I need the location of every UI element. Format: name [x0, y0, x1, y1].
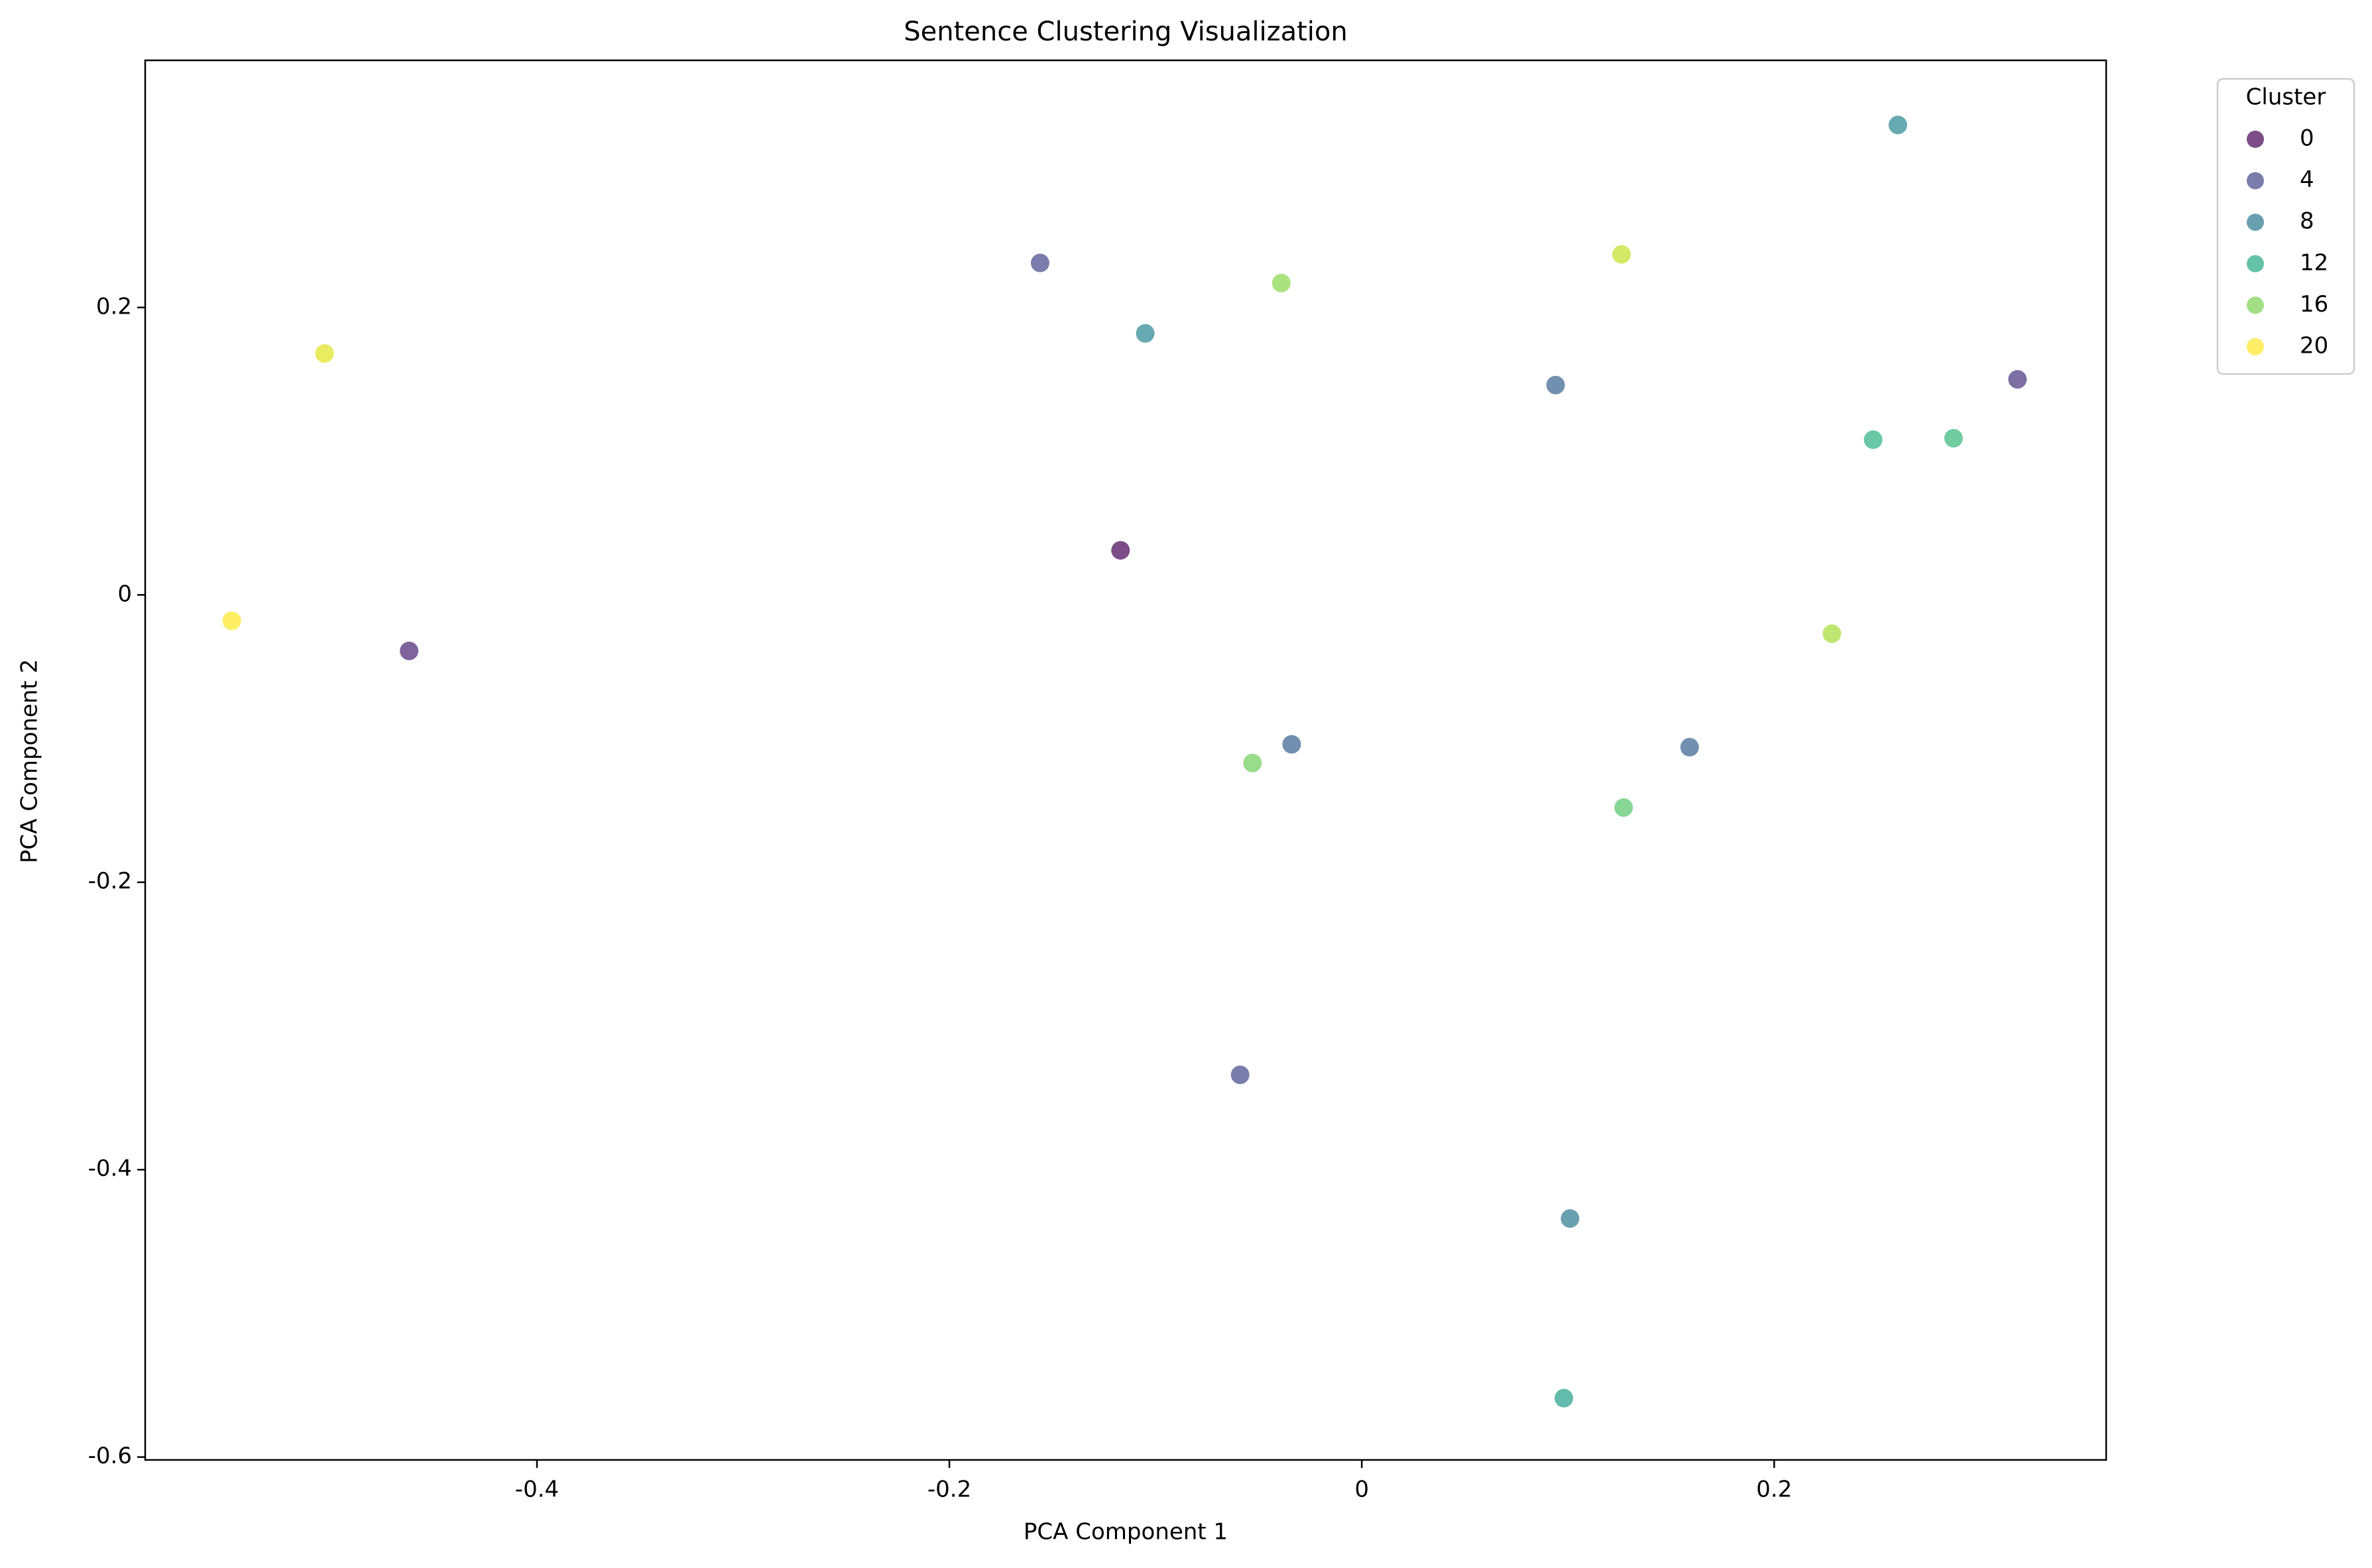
- y-tick-label: -0.4: [88, 1156, 132, 1182]
- point: [1614, 798, 1633, 817]
- legend-label: 16: [2300, 291, 2328, 318]
- legend-label: 0: [2300, 125, 2314, 152]
- point: [400, 641, 419, 660]
- y-axis-label: PCA Component 2: [17, 659, 43, 863]
- legend-marker: [2247, 213, 2264, 231]
- point: [1030, 253, 1049, 272]
- point: [1546, 375, 1565, 394]
- x-axis-label: PCA Component 1: [1024, 1519, 1228, 1545]
- legend-label: 12: [2300, 249, 2328, 276]
- x-tick-label: 0: [1354, 1477, 1369, 1503]
- point: [1272, 273, 1291, 292]
- point: [1136, 324, 1155, 343]
- point: [1822, 624, 1842, 643]
- point: [1680, 737, 1699, 756]
- legend-title: Cluster: [2246, 84, 2326, 111]
- point: [1282, 735, 1301, 754]
- point: [1554, 1388, 1573, 1408]
- y-tick-label: 0: [117, 581, 132, 607]
- point: [1230, 1065, 1250, 1085]
- point: [1111, 541, 1130, 560]
- legend-box: [2216, 78, 2355, 375]
- legend-marker: [2247, 338, 2264, 355]
- point: [1944, 429, 1963, 448]
- x-tick-label: -0.4: [515, 1477, 559, 1503]
- legend-marker: [2247, 131, 2264, 148]
- point: [1561, 1209, 1580, 1228]
- point: [315, 344, 334, 363]
- y-tick-label: -0.2: [88, 868, 132, 894]
- plot-frame: [144, 59, 2107, 1461]
- legend-label: 8: [2300, 208, 2314, 235]
- x-tick-label: 0.2: [1756, 1477, 1792, 1503]
- legend-marker: [2247, 296, 2264, 314]
- x-tick-label: -0.2: [927, 1477, 971, 1503]
- legend-marker: [2247, 255, 2264, 272]
- point: [2008, 370, 2027, 389]
- point: [1243, 753, 1262, 772]
- point: [1888, 115, 1907, 135]
- point: [1612, 245, 1631, 264]
- chart-title: Sentence Clustering Visualization: [904, 17, 1348, 47]
- point: [222, 611, 241, 631]
- legend-marker: [2247, 172, 2264, 190]
- legend-label: 4: [2300, 166, 2314, 193]
- legend-label: 20: [2300, 333, 2328, 359]
- y-tick-label: -0.6: [88, 1443, 132, 1469]
- point: [1864, 430, 1883, 450]
- y-tick-label: 0.2: [96, 293, 132, 320]
